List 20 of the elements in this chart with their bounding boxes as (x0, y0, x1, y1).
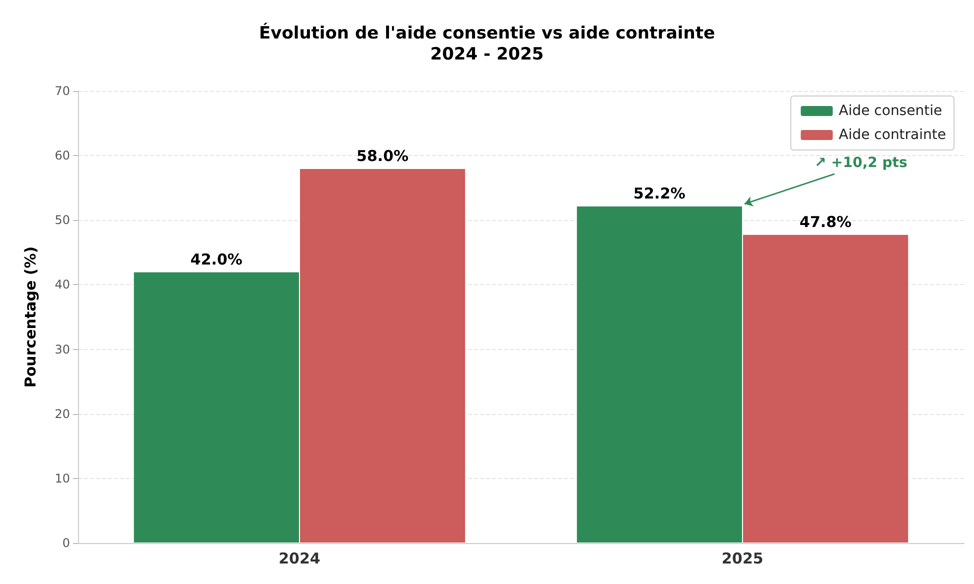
y-axis-title: Pourcentage (%) (22, 246, 40, 388)
chart-subtitle: 2024 - 2025 (430, 44, 544, 64)
y-tick-label: 20 (54, 406, 70, 421)
legend-label: Aide consentie (838, 103, 942, 119)
data-label: 52.2% (633, 184, 686, 202)
y-tick-label: 40 (54, 278, 70, 292)
y-tick-label: 70 (54, 84, 70, 98)
x-tick-label: 2024 (278, 550, 320, 568)
x-tick-label: 2025 (722, 550, 764, 568)
data-label: 42.0% (190, 250, 242, 268)
annotation: ↗ +10,2 pts (814, 154, 908, 171)
chart-title: Évolution de l'aide consentie vs aide contrainte (259, 22, 715, 44)
data-label: 47.8% (800, 212, 852, 231)
legend-label: Aide contrainte (838, 127, 946, 143)
y-tick-label: 50 (54, 213, 70, 228)
y-tick-label: 0 (62, 536, 70, 550)
y-tick-label: 60 (54, 148, 70, 163)
y-tick-label: 10 (54, 471, 70, 486)
y-tick-label: 30 (54, 342, 70, 356)
data-label: 58.0% (356, 146, 409, 165)
